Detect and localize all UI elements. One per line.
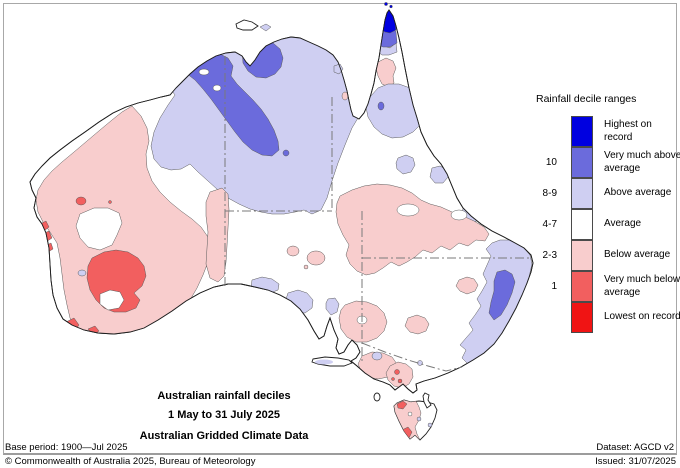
map-period: 1 May to 31 July 2025	[168, 409, 280, 421]
region-hole-white	[407, 411, 413, 417]
region-nsw-below-small	[404, 314, 430, 335]
legend-label: Very much above average	[604, 150, 680, 174]
legend-swatch-very-much-above	[571, 146, 593, 178]
region-bight-above	[325, 297, 340, 316]
legend-row: 4-7 Average	[520, 208, 680, 240]
region-hole-white	[212, 84, 222, 92]
region-qld-above-small	[429, 165, 449, 184]
region-nsw-coast-very-much-above	[488, 269, 516, 321]
region-red-dot	[108, 200, 112, 204]
region-wa-border-pink	[205, 187, 230, 283]
region-nt-very-much-above	[179, 51, 280, 157]
region-capeyork-pink-east	[415, 72, 429, 91]
region-qld-above-small	[395, 154, 416, 175]
region-hole-white	[99, 289, 125, 311]
map-frame	[3, 3, 677, 455]
map-title-block: Australian rainfall deciles 1 May to 31 …	[74, 387, 374, 446]
map-dataset-name: Australian Gridded Climate Data	[139, 430, 309, 442]
region-melbourne-red-dot	[391, 377, 395, 381]
legend-swatch-very-much-below	[571, 270, 593, 302]
copyright-text: © Commonwealth of Australia 2025, Bureau…	[5, 456, 256, 467]
region-wa-white-hole	[75, 207, 123, 251]
coastline	[29, 9, 534, 394]
region-capeyork-highest-on-record	[381, 10, 397, 34]
region-hole-white	[396, 203, 420, 217]
region-melbourne-below	[385, 361, 414, 389]
legend-label: Lowest on record	[604, 311, 680, 323]
legend-range: 4-7	[542, 219, 557, 230]
region-sqld-below-average	[335, 183, 490, 276]
kangaroo-island-above	[315, 359, 333, 365]
legend-swatch-above	[571, 177, 593, 209]
legend-range: 2-3	[542, 250, 557, 261]
region-red-dot	[75, 196, 87, 206]
legend-label: Above average	[604, 187, 672, 199]
region-nqld-blue-dot	[377, 101, 385, 111]
region-capeyork-pink	[375, 57, 397, 88]
region-melbourne-red-dot	[394, 369, 400, 375]
legend-swatch-lowest	[571, 301, 593, 333]
region-above-dot	[464, 364, 476, 372]
tiwi-islands-east	[259, 23, 272, 32]
torres-strait-island	[384, 2, 388, 6]
king-island	[373, 392, 381, 402]
legend-row: 2-3 Below average	[520, 239, 680, 271]
map-title: Australian rainfall deciles	[157, 390, 291, 402]
region-seqld-blue-dot	[469, 209, 475, 215]
torres-strait-island	[389, 4, 393, 9]
state-borders	[224, 56, 530, 372]
legend-swatch-below	[571, 239, 593, 271]
legend-range: 10	[545, 157, 557, 168]
region-hole-white	[450, 209, 468, 221]
base-period-text: Base period: 1900—Jul 2025	[5, 442, 128, 453]
region-sa-pink-dot	[303, 264, 309, 270]
border-nsw-vic	[361, 342, 463, 372]
legend-range: 8-9	[542, 188, 557, 199]
tiwi-islands	[235, 19, 259, 31]
region-tas-above-dot	[416, 416, 422, 422]
region-tas-red-nw	[396, 400, 408, 410]
legend: Highest on record 10 Very much above ave…	[520, 115, 680, 333]
region-sa-pink-dot	[306, 250, 326, 266]
legend-row: Highest on record	[520, 115, 680, 147]
legend-label: Very much below average	[604, 274, 680, 298]
legend-label: Highest on record	[604, 119, 652, 143]
region-sa-pink-dot	[286, 245, 300, 257]
region-hole-white	[198, 68, 210, 76]
legend-row: Lowest on record	[520, 301, 680, 333]
flinders-island	[422, 392, 432, 409]
legend-label: Below average	[604, 249, 671, 261]
legend-title: Rainfall decile ranges	[536, 93, 637, 105]
islands	[235, 2, 432, 409]
dataset-text: Dataset: AGCD v2	[596, 442, 674, 453]
legend-row: 1 Very much below average	[520, 270, 680, 302]
legend-range: 1	[551, 281, 557, 292]
mainland-regions	[35, 10, 533, 389]
region-adelaide-above	[371, 351, 383, 361]
legend-swatch-average	[571, 208, 593, 240]
legend-label: Average	[604, 218, 642, 230]
region-tablelands-below	[455, 276, 479, 295]
legend-swatch-highest	[571, 115, 593, 147]
legend-row: 10 Very much above average	[520, 146, 680, 178]
region-melbourne-red-dot	[397, 378, 403, 384]
region-above-dot	[483, 219, 493, 227]
region-wa-above-dot	[77, 269, 87, 277]
region-blue-dot	[282, 149, 290, 157]
legend-row: 8-9 Above average	[520, 177, 680, 209]
region-pink-dot	[452, 147, 458, 153]
issued-text: Issued: 31/07/2025	[595, 456, 676, 467]
